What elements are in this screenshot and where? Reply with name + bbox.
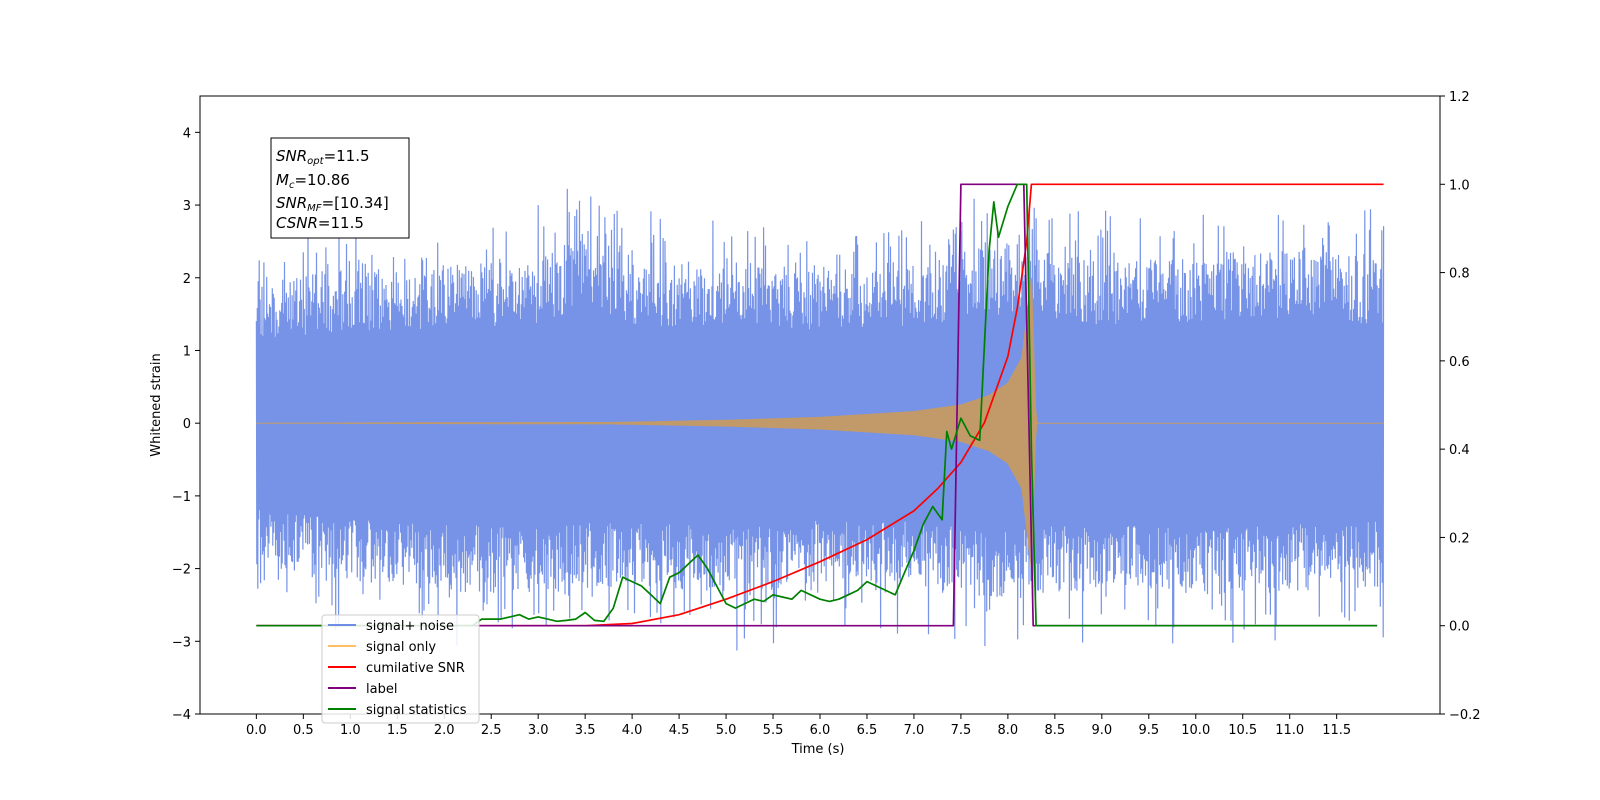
- legend: signal+ noise signal only cumilative SNR…: [321, 614, 480, 724]
- annotation-csnr: CSNR=11.5: [276, 214, 364, 232]
- x-axis-label: Time (s): [791, 742, 845, 757]
- annotation-snr-opt: SNRopt=11.5: [276, 147, 370, 167]
- y2-tick-label: 1.2: [1449, 90, 1470, 105]
- series-signal-statistics: [256, 183, 1378, 627]
- x-tick-label: 1.0: [340, 723, 361, 738]
- annotation-box: SNRopt=11.5 Mc=10.86 SNRMF=[10.34] CSNR=…: [270, 137, 410, 239]
- x-tick-label: 0.0: [246, 723, 267, 738]
- x-tick-label: 9.0: [1091, 723, 1112, 738]
- y2-tick-label: 0.6: [1449, 355, 1470, 370]
- legend-label-signal-noise: signal+ noise: [366, 619, 454, 634]
- x-tick-label: 3.0: [528, 723, 549, 738]
- y2-tick-label: −0.2: [1449, 708, 1481, 723]
- y2-tick-label: 0.8: [1449, 267, 1470, 282]
- y-tick-label: 4: [183, 126, 191, 141]
- y2-tick-label: 0.0: [1449, 620, 1470, 635]
- x-tick-label: 6.5: [857, 723, 878, 738]
- annotation-snr-mf: SNRMF=[10.34]: [276, 194, 389, 214]
- y-tick-label: −4: [172, 708, 191, 723]
- x-tick-label: 8.5: [1045, 723, 1066, 738]
- y-tick-label: −3: [172, 635, 191, 650]
- y2-tick-label: 1.0: [1449, 178, 1470, 193]
- x-tick-label: 3.5: [575, 723, 596, 738]
- annotation-frame: [270, 137, 410, 239]
- y-tick-label: −2: [172, 563, 191, 578]
- series-signal-noise: [255, 188, 1385, 651]
- x-tick-label: 7.0: [904, 723, 925, 738]
- series-layer: [255, 183, 1385, 651]
- x-tick-label: 4.5: [669, 723, 690, 738]
- series-cumulative-snr: [256, 183, 1384, 627]
- y-tick-label: 0: [183, 417, 191, 432]
- annotation-chirp-mass: Mc=10.86: [276, 171, 350, 191]
- x-tick-label: 1.5: [387, 723, 408, 738]
- y-tick-label: −1: [172, 490, 191, 505]
- x-tick-label: 11.0: [1275, 723, 1304, 738]
- series-signal-only: [256, 277, 1384, 569]
- axes-layer: 0.0 0.5 1.0 1.5 2.0 2.5 3.0 3.5 4.0 4.5 5.0 5.5 6.0 6…: [172, 90, 1481, 738]
- y-tick-label: 1: [183, 344, 191, 359]
- y2-tick-label: 0.2: [1449, 531, 1470, 546]
- x-tick-label: 7.5: [951, 723, 972, 738]
- y-tick-label: 2: [183, 272, 191, 287]
- legend-label-signal-statistics: signal statistics: [366, 703, 467, 718]
- x-tick-label: 10.5: [1228, 723, 1257, 738]
- x-tick-label: 5.5: [763, 723, 784, 738]
- x-tick-label: 2.5: [481, 723, 502, 738]
- x-tick-label: 6.0: [810, 723, 831, 738]
- x-tick-label: 9.5: [1138, 723, 1159, 738]
- y-axis-label: Whitened strain: [149, 353, 164, 456]
- x-tick-label: 10.0: [1181, 723, 1210, 738]
- x-tick-label: 8.0: [998, 723, 1019, 738]
- x-tick-label: 2.0: [434, 723, 455, 738]
- legend-frame: [321, 614, 480, 724]
- y2-tick-label: 0.4: [1449, 443, 1470, 458]
- y-tick-label: 3: [183, 199, 191, 214]
- x-tick-label: 4.0: [622, 723, 643, 738]
- x-tick-label: 11.5: [1322, 723, 1351, 738]
- x-tick-label: 5.0: [716, 723, 737, 738]
- legend-label-signal-only: signal only: [366, 640, 436, 655]
- legend-label-cumulative-snr: cumilative SNR: [366, 661, 465, 676]
- x-tick-label: 0.5: [293, 723, 314, 738]
- legend-label-label: label: [366, 682, 397, 697]
